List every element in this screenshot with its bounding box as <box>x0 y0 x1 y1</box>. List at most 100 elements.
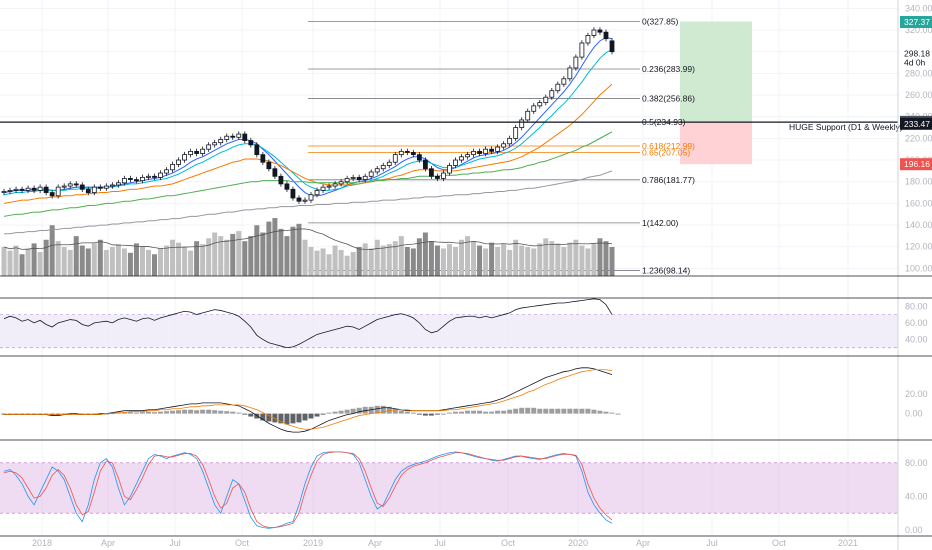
volume-bar <box>374 239 380 276</box>
macd-histogram-bar <box>230 411 236 414</box>
candle-body <box>368 171 374 177</box>
volume-bar <box>200 244 206 276</box>
stoch-pane[interactable] <box>0 451 898 529</box>
macd-histogram-bar <box>79 413 85 415</box>
macd-histogram-bar <box>446 412 452 414</box>
macd-histogram-bar <box>440 413 446 415</box>
volume-bar <box>344 255 350 276</box>
candle-body <box>67 183 73 187</box>
volume-bar <box>489 242 495 276</box>
support-label: HUGE Support (D1 & Weekly) <box>789 122 903 132</box>
macd-histogram-bar <box>61 413 67 415</box>
fib-level-label: 0.236(283.99) <box>642 64 695 74</box>
macd-histogram-bar <box>67 413 73 415</box>
volume-bar <box>55 241 61 276</box>
candle-body <box>260 154 266 163</box>
candle-body <box>212 142 218 146</box>
macd-histogram-bar <box>43 413 49 415</box>
candle-body <box>206 144 212 150</box>
volume-bar <box>230 233 236 276</box>
macd-histogram-bar <box>308 413 314 419</box>
time-tick-label: Apr <box>636 538 650 548</box>
macd-histogram-bar <box>422 413 428 416</box>
volume-bar <box>338 249 344 276</box>
candle-body <box>471 150 476 156</box>
candle-body <box>609 40 615 53</box>
candle-body <box>278 175 284 185</box>
time-tick-label: 2019 <box>303 538 323 548</box>
macd-histogram-bar <box>272 413 278 423</box>
volume-bar <box>236 231 242 276</box>
candle-body <box>73 183 79 186</box>
macd-histogram-bar <box>483 411 489 414</box>
macd-histogram-bar <box>609 412 615 414</box>
macd-pane[interactable] <box>1 367 621 433</box>
macd-histogram-bar <box>591 409 597 414</box>
candle-body <box>79 184 85 190</box>
candle-body <box>230 135 236 138</box>
time-tick-label: 2018 <box>32 538 52 548</box>
volume-bar <box>248 236 254 276</box>
volume-bar <box>519 245 525 276</box>
time-tick-label: 2020 <box>568 538 588 548</box>
candle-body <box>13 188 19 191</box>
fib-level-label: 1.236(98.14) <box>642 265 690 275</box>
volume-bar <box>452 247 458 276</box>
price-tick-label: 140.00 <box>905 220 932 230</box>
volume-bar <box>495 247 501 276</box>
macd-histogram-bar <box>459 411 465 414</box>
macd-histogram-bar <box>416 413 422 415</box>
rsi-pane[interactable] <box>0 298 898 349</box>
candle-body <box>158 172 163 178</box>
fib-level-label: 1(142.00) <box>642 218 679 228</box>
stoch-band <box>0 462 898 514</box>
macd-histogram-bar <box>585 408 591 414</box>
price-badge <box>900 16 932 29</box>
candle-body <box>453 159 458 166</box>
macd-signal-line <box>4 369 613 430</box>
fib-level-label: 0(327.85) <box>642 17 679 27</box>
volume-bar <box>151 254 157 276</box>
volume-bar <box>121 248 127 276</box>
profit-zone <box>680 21 752 123</box>
price-badge <box>900 56 932 69</box>
macd-histogram-bar <box>519 407 525 414</box>
macd-histogram-bar <box>374 405 380 414</box>
stoch-tick-label: 80.00 <box>905 458 928 468</box>
candle-body <box>344 178 350 183</box>
macd-histogram-bar <box>176 410 182 414</box>
volume-bar <box>218 236 224 276</box>
rsi-tick-label: 60.00 <box>905 318 928 328</box>
price-pane[interactable]: 0(327.85)0.236(283.99)0.382(256.86)0.5(2… <box>0 17 903 276</box>
stoch-k-line <box>3 451 613 529</box>
candle-body <box>236 133 242 138</box>
candle-body <box>284 183 290 190</box>
volume-bar <box>19 254 25 276</box>
volume-bar <box>567 242 573 276</box>
candle-body <box>591 29 597 36</box>
candle-body <box>140 176 145 182</box>
volume-bar <box>182 247 188 276</box>
candle-body <box>1 191 7 193</box>
candle-body <box>91 186 97 193</box>
candle-body <box>200 148 206 154</box>
volume-bar <box>266 221 272 276</box>
macd-histogram-bar <box>428 413 434 416</box>
volume-bar <box>579 245 585 276</box>
macd-histogram-bar <box>567 408 573 414</box>
candle-body <box>392 154 398 163</box>
candle-body <box>597 29 603 33</box>
macd-histogram-bar <box>543 408 549 414</box>
volume-bar <box>428 241 434 276</box>
candle-body <box>121 178 127 184</box>
candle-body <box>97 186 103 189</box>
volume-bar <box>392 241 398 276</box>
macd-histogram-bar <box>200 409 206 414</box>
candle-body <box>170 163 175 171</box>
price-badge-label: 327.37 <box>904 17 930 27</box>
price-tick-label: 320.00 <box>905 25 932 35</box>
candle-body <box>176 159 181 165</box>
price-badge <box>900 117 932 130</box>
